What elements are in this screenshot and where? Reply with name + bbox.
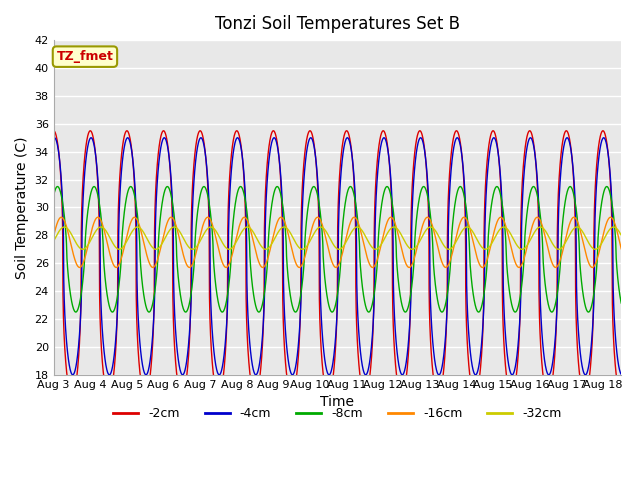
-16cm [498, 215, 506, 220]
-16cm [296, 264, 303, 270]
-32cm [323, 230, 331, 236]
-8cm [296, 300, 303, 306]
-8cm [371, 284, 379, 290]
-32cm [591, 246, 599, 252]
-8cm [618, 300, 625, 306]
Legend: -2cm, -4cm, -8cm, -16cm, -32cm: -2cm, -4cm, -8cm, -16cm, -32cm [108, 402, 566, 425]
-32cm [613, 226, 621, 231]
-4cm [296, 329, 303, 335]
-32cm [371, 246, 379, 252]
Y-axis label: Soil Temperature (C): Soil Temperature (C) [15, 136, 29, 279]
Line: -2cm: -2cm [54, 131, 621, 396]
-2cm [323, 392, 331, 397]
-4cm [51, 135, 58, 141]
-4cm [308, 136, 316, 142]
-2cm [612, 374, 620, 380]
-32cm [308, 235, 316, 241]
-8cm [498, 198, 506, 204]
-4cm [69, 372, 77, 378]
-2cm [50, 128, 58, 133]
Text: TZ_fmet: TZ_fmet [56, 50, 113, 63]
-4cm [498, 195, 506, 201]
-16cm [58, 215, 65, 220]
-4cm [613, 349, 621, 355]
-2cm [295, 342, 303, 348]
-8cm [324, 296, 332, 301]
-4cm [50, 135, 58, 141]
-32cm [50, 238, 58, 244]
-2cm [308, 130, 316, 136]
-4cm [618, 372, 625, 377]
-16cm [371, 262, 379, 268]
-4cm [371, 226, 379, 231]
-8cm [50, 192, 58, 198]
-8cm [54, 184, 61, 190]
-16cm [50, 233, 58, 239]
-8cm [308, 186, 316, 192]
-4cm [324, 370, 332, 376]
-2cm [498, 201, 506, 206]
-8cm [72, 309, 79, 315]
-2cm [371, 204, 379, 210]
-16cm [324, 242, 332, 248]
-16cm [76, 264, 83, 270]
-8cm [613, 264, 621, 270]
-32cm [498, 225, 506, 231]
Title: Tonzi Soil Temperatures Set B: Tonzi Soil Temperatures Set B [215, 15, 460, 33]
-2cm [618, 393, 625, 398]
-16cm [618, 246, 625, 252]
Line: -16cm: -16cm [54, 217, 621, 267]
-32cm [295, 245, 303, 251]
Line: -32cm: -32cm [54, 227, 621, 249]
-16cm [308, 226, 316, 231]
-32cm [610, 224, 618, 230]
Line: -8cm: -8cm [54, 187, 621, 312]
-32cm [618, 232, 625, 238]
Line: -4cm: -4cm [54, 138, 621, 375]
X-axis label: Time: Time [321, 395, 355, 409]
-16cm [613, 228, 621, 233]
